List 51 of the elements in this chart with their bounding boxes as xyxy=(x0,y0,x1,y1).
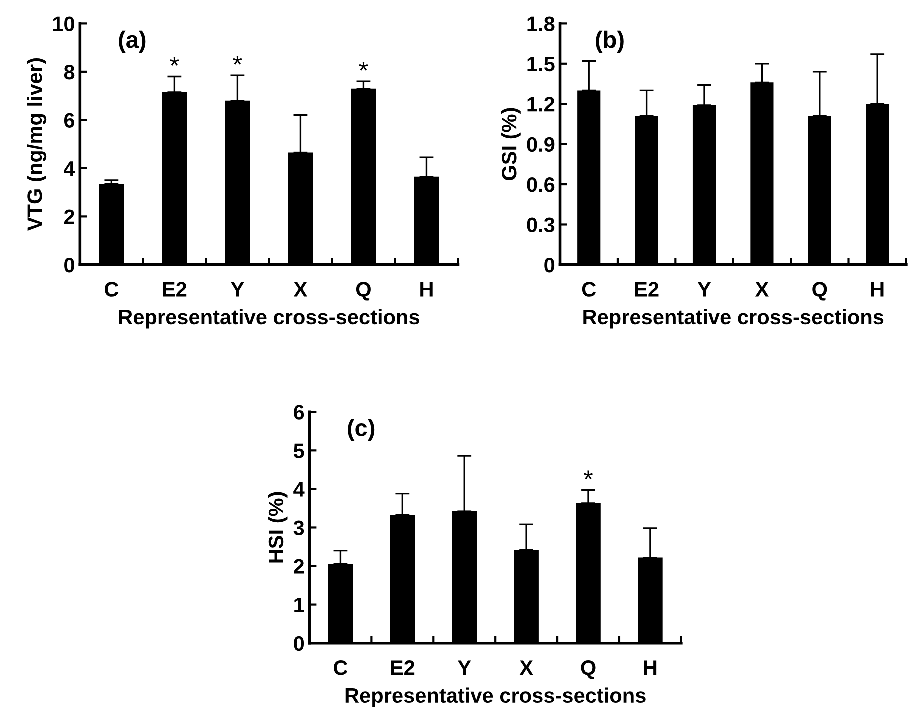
x-tick-label: Y xyxy=(458,660,472,676)
y-tick-label: 4 xyxy=(64,162,76,176)
x-tick-label: Y xyxy=(231,282,244,297)
x-tick-label: H xyxy=(871,282,884,297)
y-tick-label: 1.8 xyxy=(528,16,555,32)
y-tick-label: 1 xyxy=(294,598,304,612)
x-tick-label: Q xyxy=(812,282,828,301)
y-tick-label: 2 xyxy=(64,210,74,224)
chart-title: (a) xyxy=(119,30,146,53)
chart-title: (b) xyxy=(596,30,624,53)
x-tick-label: H xyxy=(644,660,657,676)
chart-title: (c) xyxy=(348,419,375,442)
y-axis-title: VTG (ng/mg liver) xyxy=(27,58,47,231)
y-tick-label: 10 xyxy=(53,16,74,32)
x-tick-label: X xyxy=(520,660,534,676)
y-tick-label: 0 xyxy=(64,258,74,273)
x-tick-label: C xyxy=(105,282,119,297)
annotation: * xyxy=(584,470,593,480)
x-axis-title: Representative cross-sections xyxy=(120,309,420,329)
x-tick-label: E2 xyxy=(635,282,659,297)
y-tick-label: 2 xyxy=(294,559,304,574)
x-tick-label: X xyxy=(294,282,308,297)
annotation: * xyxy=(170,57,180,66)
y-tick-label: 0 xyxy=(544,258,555,273)
x-tick-label: Q xyxy=(581,660,596,680)
y-axis-title: HSI (%) xyxy=(268,492,288,563)
annotation: * xyxy=(233,56,242,65)
y-tick-label: 8 xyxy=(64,64,75,80)
y-tick-label: 0.9 xyxy=(527,137,555,152)
y-tick-label: 0.6 xyxy=(527,178,555,192)
y-tick-label: 6 xyxy=(294,405,304,420)
y-tick-label: 5 xyxy=(294,444,304,458)
x-tick-label: X xyxy=(755,282,769,297)
y-tick-label: 6 xyxy=(64,113,75,128)
x-axis-title: Representative cross-sections xyxy=(584,309,884,329)
y-tick-label: 1.2 xyxy=(528,97,555,112)
x-tick-label: C xyxy=(582,282,596,297)
y-tick-label: 0.3 xyxy=(527,218,555,233)
y-tick-label: 3 xyxy=(294,520,304,536)
x-tick-label: Y xyxy=(698,282,712,297)
y-tick-label: 4 xyxy=(294,482,305,497)
y-tick-label: 1.5 xyxy=(528,57,555,72)
x-tick-label: H xyxy=(420,282,433,297)
x-tick-label: C xyxy=(334,660,348,676)
x-tick-label: E2 xyxy=(391,660,415,676)
y-tick-label: 0 xyxy=(294,636,304,652)
y-axis-title: GSI (%) xyxy=(501,108,521,180)
annotation: * xyxy=(359,62,368,71)
x-axis-title: Representative cross-sections xyxy=(346,688,646,708)
x-tick-label: E2 xyxy=(163,282,187,297)
x-tick-label: Q xyxy=(356,282,371,301)
